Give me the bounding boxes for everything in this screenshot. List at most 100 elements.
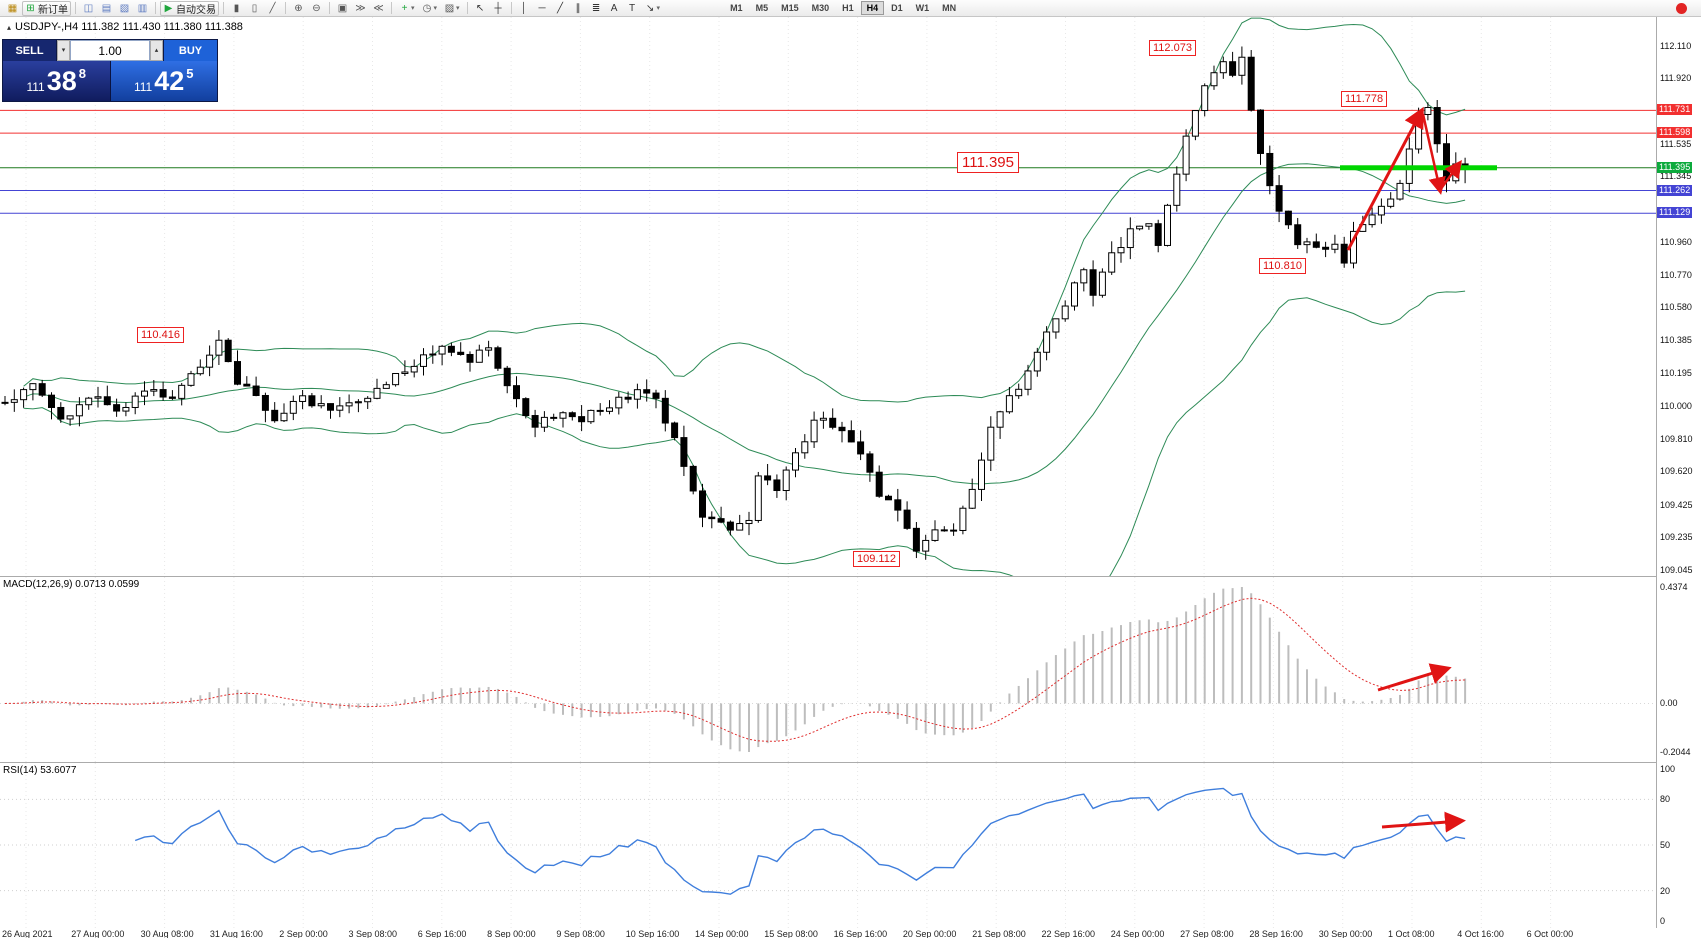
chevron-down-icon: ▾: [656, 5, 661, 12]
price-callout-label[interactable]: 110.416: [137, 327, 184, 343]
trendline-icon: ╱: [557, 2, 564, 14]
zoom-in-icon[interactable]: ⊕: [290, 1, 307, 16]
label-icon: T: [628, 2, 636, 14]
buy-button[interactable]: BUY: [163, 40, 217, 61]
new-order-button[interactable]: ⊞ 新订单: [22, 0, 71, 16]
time-axis-label: 27 Aug 00:00: [71, 929, 125, 938]
volume-down-button[interactable]: ▾: [57, 40, 70, 61]
text-icon[interactable]: A: [606, 1, 623, 16]
candlestick-chart-icon: ▯: [251, 2, 258, 14]
channel-icon[interactable]: ∥: [570, 1, 587, 16]
timeframe-h1-button[interactable]: H1: [842, 3, 854, 13]
price-callout-label[interactable]: 112.073: [1149, 40, 1196, 56]
arrows-tool-icon: ↘: [645, 2, 655, 14]
toolbar-separator: [155, 2, 156, 14]
price-chart-canvas[interactable]: [0, 17, 1656, 576]
volume-input[interactable]: [70, 40, 150, 61]
zoom-out-icon[interactable]: ⊖: [308, 1, 325, 16]
crosshair-icon[interactable]: ┼: [490, 1, 507, 16]
sell-price-button[interactable]: 111 38 8: [3, 61, 111, 101]
profiles-icon[interactable]: ◫: [80, 1, 97, 16]
price-callout-label[interactable]: 110.810: [1259, 258, 1306, 274]
arrows-tool-icon[interactable]: ↘ ▾: [642, 1, 664, 16]
horizontal-line-icon[interactable]: ─: [534, 1, 551, 16]
rsi-indicator-canvas[interactable]: [0, 763, 1656, 928]
macd-label: MACD(12,26,9) 0.0713 0.0599: [3, 579, 140, 590]
chart-shift-icon[interactable]: ≪: [370, 1, 387, 16]
label-icon[interactable]: T: [624, 1, 641, 16]
buy-price-sup: 5: [186, 66, 194, 81]
navigator-icon[interactable]: ▥: [134, 1, 151, 16]
crosshair-icon: ┼: [494, 2, 502, 14]
macd-indicator-canvas[interactable]: [0, 577, 1656, 762]
fibonacci-icon: ≣: [591, 2, 601, 14]
main-toolbar: ▦ ⊞ 新订单 ◫ ▤ ▧ ▥ ▶ 自动交易 ▮ ▯ ╱ ⊕ ⊖ ▣ ≫ ≪ + ▾ ◷ ▾ ▨ ▾ ↖ ┼ │ ─ ╱ ∥ ≣ A T ↘ ▾ M…: [0, 0, 1701, 17]
price-callout-label[interactable]: 109.112: [853, 551, 900, 567]
price-level-tag: 111.129: [1657, 207, 1693, 219]
panel-divider[interactable]: [0, 762, 1701, 763]
buy-price-button[interactable]: 111 42 5: [110, 61, 217, 101]
price-scale-tick: 110.580: [1660, 302, 1692, 313]
new-chart-icon[interactable]: ▦: [4, 1, 21, 16]
vertical-line-icon: │: [520, 2, 528, 14]
price-level-tag: 111.395: [1657, 161, 1693, 173]
bar-chart-icon[interactable]: ▮: [228, 1, 245, 16]
time-axis[interactable]: 26 Aug 2021 27 Aug 00:00 30 Aug 08:00 31 Au…: [0, 928, 1701, 938]
macd-scale-zero: 0.00: [1660, 698, 1678, 709]
timeframe-h4-button[interactable]: H4: [860, 1, 885, 15]
rsi-scale-0: 0: [1660, 916, 1666, 926]
price-callout-label[interactable]: 111.395: [957, 152, 1019, 173]
time-axis-label: 4 Oct 16:00: [1457, 929, 1504, 938]
cursor-icon[interactable]: ↖: [472, 1, 489, 16]
panel-divider[interactable]: [0, 576, 1701, 577]
price-level-tag: 111.598: [1657, 127, 1693, 139]
timeframe-mn-button[interactable]: MN: [942, 3, 957, 13]
new-order-icon: ⊞: [26, 2, 35, 14]
fibonacci-icon[interactable]: ≣: [588, 1, 605, 16]
timeframe-m15-button[interactable]: M15: [781, 3, 799, 13]
price-scale-tick: 110.000: [1660, 401, 1692, 412]
rsi-label: RSI(14) 53.6077: [3, 765, 77, 776]
timeframe-w1-button[interactable]: W1: [915, 3, 930, 13]
time-axis-label: 8 Sep 00:00: [487, 929, 536, 938]
time-axis-label: 22 Sep 16:00: [1041, 929, 1096, 938]
templates-button[interactable]: ▨ ▾: [441, 1, 463, 16]
time-axis-label: 24 Sep 00:00: [1110, 929, 1165, 938]
periods-button[interactable]: ◷ ▾: [419, 1, 441, 16]
time-axis-label: 14 Sep 00:00: [695, 929, 749, 938]
sell-button[interactable]: SELL: [3, 40, 57, 61]
chart-title-text: USDJPY-,H4 111.382 111.430 111.380 111.3…: [15, 21, 243, 33]
buy-price-prefix: 111: [133, 80, 153, 94]
timeframe-m5-button[interactable]: M5: [755, 3, 769, 13]
bar-chart-icon: ▮: [233, 2, 240, 14]
price-scale-tick: 110.385: [1660, 335, 1692, 346]
volume-up-button[interactable]: ▴: [150, 40, 163, 61]
line-chart-icon[interactable]: ╱: [264, 1, 281, 16]
timeframe-m1-button[interactable]: M1: [730, 3, 743, 13]
toolbar-separator: [285, 2, 286, 14]
autotrade-icon: ▶: [164, 2, 173, 14]
auto-scroll-icon[interactable]: ≫: [352, 1, 369, 16]
timeframe-d1-button[interactable]: D1: [891, 3, 903, 13]
market-watch-icon: ▤: [101, 2, 112, 14]
vertical-line-icon[interactable]: │: [516, 1, 533, 16]
text-icon: A: [610, 2, 618, 14]
timeframe-m30-button[interactable]: M30: [811, 3, 830, 13]
tile-windows-icon[interactable]: ▣: [334, 1, 351, 16]
price-scale-tick: 109.620: [1660, 466, 1693, 477]
trendline-icon[interactable]: ╱: [552, 1, 569, 16]
candlestick-chart-icon[interactable]: ▯: [246, 1, 263, 16]
toolbar-separator: [223, 2, 224, 14]
price-callout-label[interactable]: 111.778: [1341, 91, 1388, 107]
autotrade-button[interactable]: ▶ 自动交易: [160, 0, 219, 16]
notification-icon[interactable]: [1676, 2, 1687, 14]
price-scale-tick: 109.235: [1660, 532, 1693, 543]
rsi-scale-80: 80: [1660, 794, 1671, 805]
price-scale[interactable]: 112.110 111.920 111.535 111.345 110.960 110.7…: [1657, 17, 1701, 928]
market-watch-icon[interactable]: ▤: [98, 1, 115, 16]
chevron-down-icon: ▾: [433, 5, 438, 12]
indicators-button[interactable]: + ▾: [396, 1, 418, 16]
data-window-icon[interactable]: ▧: [116, 1, 133, 16]
autotrade-button-label: 自动交易: [176, 4, 216, 16]
chart-title: ▴ USDJPY-,H4 111.382 111.430 111.380 111…: [7, 21, 243, 33]
